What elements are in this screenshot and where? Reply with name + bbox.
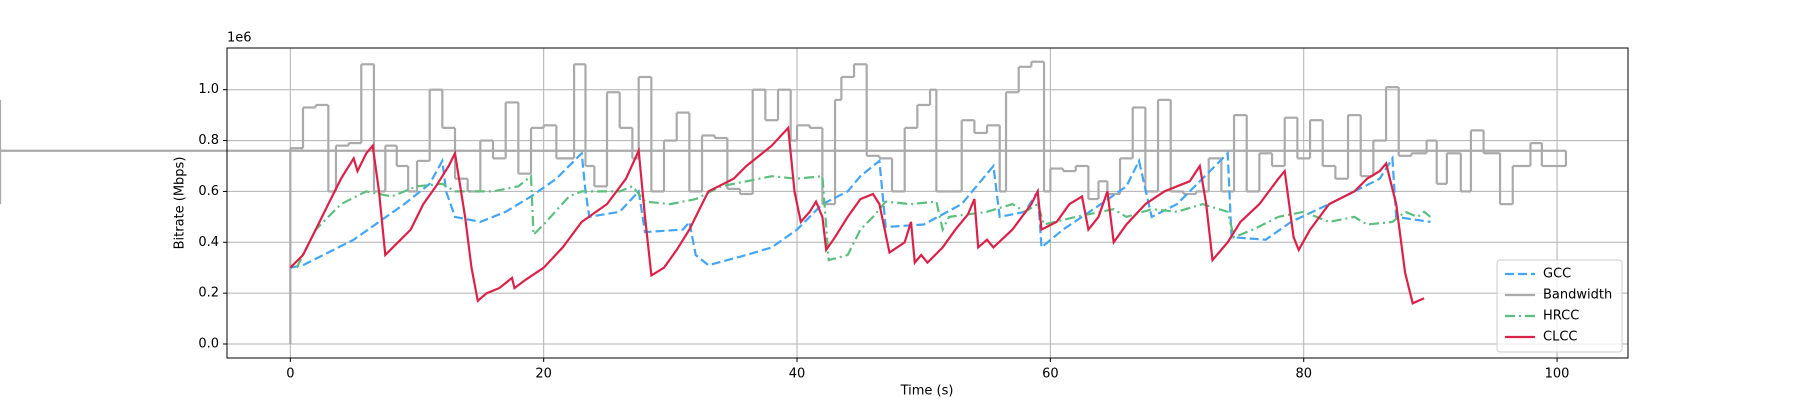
legend-label: CLCC	[1543, 330, 1577, 345]
x-tick-label: 20	[535, 367, 552, 382]
y-tick-label: 1.0	[198, 82, 219, 97]
line-series	[289, 125, 1425, 305]
line-series	[290, 150, 1431, 269]
x-tick-label: 100	[1545, 367, 1570, 382]
legend: GCC Bandwidth HRCC CLCC	[1496, 259, 1623, 353]
y-tick-label: 0.6	[198, 184, 219, 199]
y-offset-label: 1e6	[227, 31, 252, 46]
x-axis-label: Time (s)	[900, 384, 954, 399]
y-tick-label: 0.2	[198, 286, 219, 301]
x-tick-label: 80	[1295, 367, 1312, 382]
x-tick-label: 40	[789, 367, 806, 382]
y-tick-label: 0.0	[198, 337, 219, 352]
y-axis-label: Bitrate (Mbps)	[173, 157, 188, 250]
y-tick-label: 0.8	[198, 133, 219, 148]
step-series	[0, 60, 1568, 345]
plot-area	[227, 48, 1628, 358]
x-tick-label: 0	[286, 367, 294, 382]
axes-frame	[226, 47, 1629, 359]
legend-label: HRCC	[1543, 309, 1579, 324]
y-tick-label: 0.4	[198, 235, 219, 250]
legend-box	[1496, 259, 1623, 353]
x-tick-label: 60	[1042, 367, 1059, 382]
legend-label: GCC	[1543, 267, 1571, 282]
legend-label: Bandwidth	[1543, 288, 1612, 303]
